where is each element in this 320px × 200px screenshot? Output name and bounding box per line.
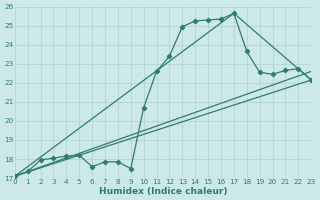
X-axis label: Humidex (Indice chaleur): Humidex (Indice chaleur) bbox=[99, 187, 227, 196]
